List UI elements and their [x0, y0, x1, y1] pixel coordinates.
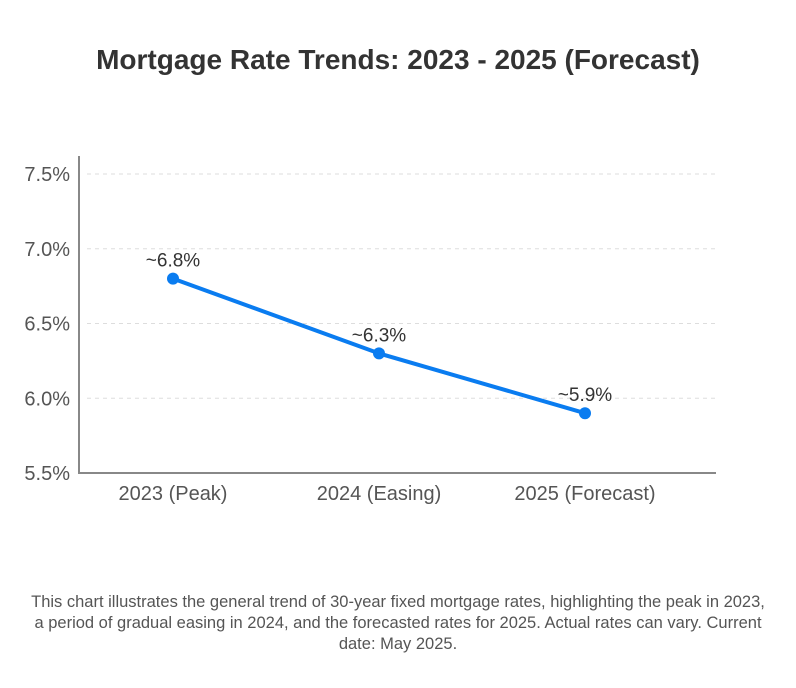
data-point[interactable]: [373, 347, 385, 360]
chart-title: Mortgage Rate Trends: 2023 - 2025 (Forec…: [96, 44, 700, 75]
y-tick-label: 7.5%: [24, 164, 70, 186]
data-points: [167, 272, 591, 420]
y-tick-label: 6.5%: [24, 314, 70, 336]
axes: [78, 156, 716, 474]
data-label: ~5.9%: [558, 385, 613, 406]
x-tick-label: 2024 (Easing): [317, 483, 442, 505]
y-tick-labels: 5.5% 6.0% 6.5% 7.0% 7.5%: [24, 164, 70, 485]
y-tick-label: 6.0%: [24, 388, 70, 410]
x-tick-labels: 2023 (Peak) 2024 (Easing) 2025 (Forecast): [119, 483, 656, 505]
data-label: ~6.3%: [352, 325, 407, 346]
data-labels: ~6.8% ~6.3% ~5.9%: [146, 251, 613, 407]
data-label: ~6.8%: [146, 251, 201, 272]
data-point[interactable]: [167, 272, 179, 285]
y-tick-label: 7.0%: [24, 239, 70, 261]
x-tick-label: 2023 (Peak): [119, 483, 228, 505]
grid-lines: [87, 173, 716, 399]
x-tick-label: 2025 (Forecast): [514, 483, 655, 505]
y-tick-label: 5.5%: [24, 463, 70, 485]
chart-caption: This chart illustrates the general trend…: [31, 593, 765, 653]
data-point[interactable]: [579, 407, 591, 420]
